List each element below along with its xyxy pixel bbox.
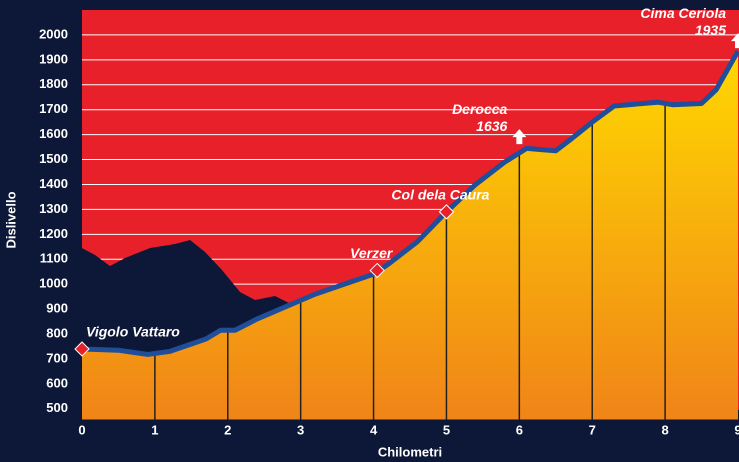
x-tick-label: 0 — [78, 422, 85, 437]
x-tick-label: 4 — [370, 422, 378, 437]
y-tick-label: 2000 — [39, 26, 68, 41]
x-tick-label: 8 — [661, 422, 668, 437]
waypoint-marker — [74, 341, 90, 357]
x-tick-label: 5 — [443, 422, 450, 437]
y-tick-label: 1200 — [39, 226, 68, 241]
summit-label: 1636 — [476, 118, 507, 134]
x-tick-label: 6 — [516, 422, 523, 437]
x-tick-label: 9 — [734, 422, 739, 437]
waypoint-label: Verzer — [350, 245, 394, 261]
profile-line — [81, 49, 739, 357]
waypoint-marker — [438, 204, 455, 220]
y-tick-label: 1300 — [39, 201, 68, 216]
x-tick-label: 3 — [297, 422, 304, 437]
y-tick-label: 1800 — [39, 76, 68, 91]
summit-arrow — [731, 33, 739, 49]
y-tick-label: 1900 — [39, 51, 68, 66]
y-tick-label: 1100 — [40, 251, 68, 266]
y-tick-label: 900 — [46, 301, 68, 316]
y-tick-label: 600 — [46, 375, 68, 390]
summit-label: Derocca — [452, 101, 507, 117]
y-tick-label: 1500 — [39, 151, 68, 166]
y-tick-label: 1700 — [39, 101, 68, 116]
x-tick-label: 7 — [589, 422, 596, 437]
y-tick-label: 1000 — [39, 276, 68, 291]
waypoint-label: Col dela Caura — [391, 187, 489, 203]
y-axis-label: Dislivello — [3, 191, 18, 248]
waypoint-label: Vigolo Vattaro — [86, 324, 180, 340]
summit-label: 1935 — [695, 22, 726, 38]
y-tick-label: 1600 — [39, 126, 68, 141]
y-tick-label: 700 — [46, 350, 68, 365]
x-tick-label: 1 — [151, 422, 158, 437]
area — [82, 51, 738, 420]
x-tick-label: 2 — [224, 422, 231, 437]
y-tick-label: 1400 — [39, 176, 68, 191]
y-tick-label: 500 — [46, 400, 68, 415]
summit-arrow — [512, 129, 527, 145]
summit-label: Cima Ceriola — [640, 5, 726, 21]
waypoint-marker — [369, 262, 385, 279]
y-tick-label: 800 — [46, 325, 68, 340]
x-axis-label: Chilometri — [378, 444, 442, 459]
